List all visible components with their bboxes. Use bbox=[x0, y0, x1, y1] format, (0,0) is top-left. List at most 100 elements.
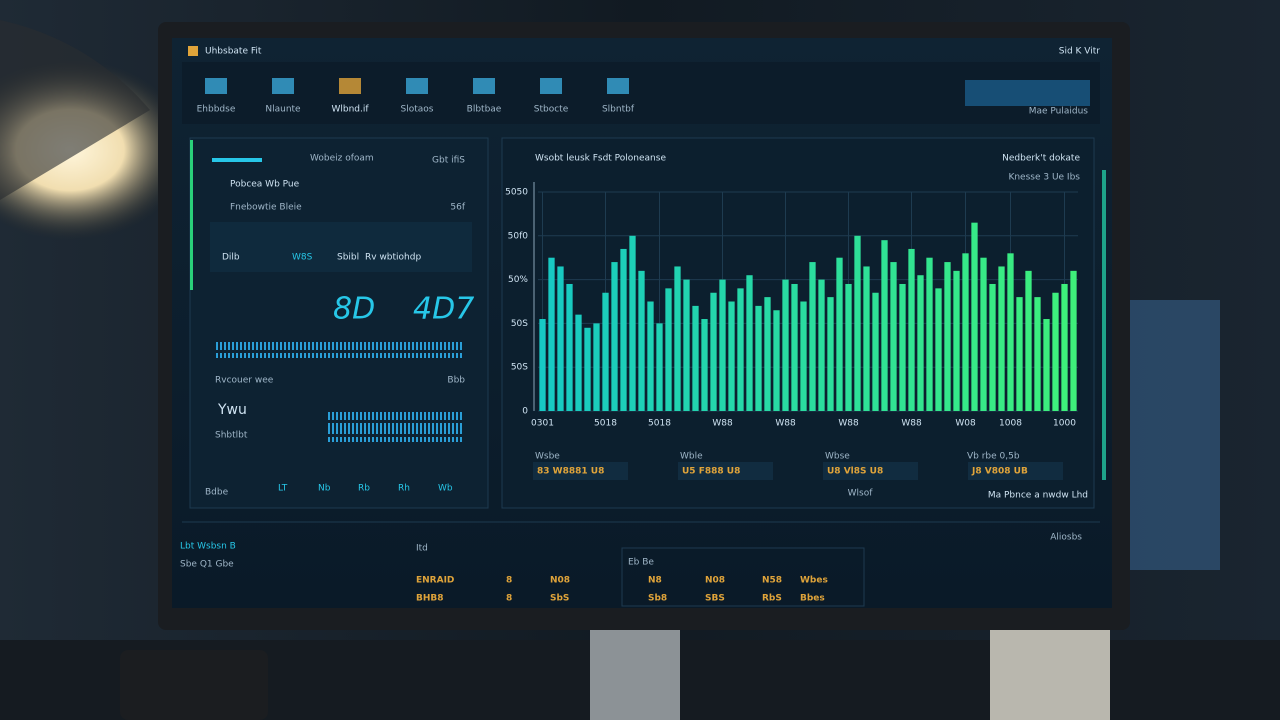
bar bbox=[701, 319, 708, 411]
bar bbox=[1016, 297, 1023, 411]
bar bbox=[602, 292, 609, 411]
bar bbox=[917, 275, 924, 411]
chip-box bbox=[210, 222, 472, 272]
bar bbox=[836, 257, 843, 411]
nav-icon bbox=[540, 78, 562, 94]
table-box bbox=[621, 547, 865, 607]
table-cell: SbS bbox=[550, 594, 569, 604]
background-window bbox=[1128, 300, 1220, 570]
nav-label: Stbocte bbox=[534, 105, 569, 115]
bar bbox=[1034, 297, 1041, 411]
chart-right-sub: Knesse 3 Ue Ibs bbox=[1008, 173, 1080, 183]
bar bbox=[800, 301, 807, 411]
nav-icon bbox=[607, 78, 629, 94]
chart-foot: Ma Pbnce a nwdw Lhd bbox=[988, 491, 1088, 501]
foot-left: Bdbe bbox=[205, 488, 229, 498]
chart-title: Wsobt leusk Fsdt Poloneanse bbox=[535, 154, 666, 164]
left-row-value: Gbt ifiS bbox=[432, 156, 465, 166]
bar bbox=[728, 301, 735, 411]
bar bbox=[863, 266, 870, 411]
x-tick-label: W08 bbox=[955, 419, 976, 429]
bar bbox=[647, 301, 654, 411]
foot-values: LT Nb Rb Rh Wb bbox=[278, 484, 453, 494]
status: Rv wbtiohdp bbox=[365, 253, 421, 263]
monitor-stand bbox=[590, 628, 680, 720]
bar bbox=[755, 305, 762, 411]
bar bbox=[746, 275, 753, 411]
y-tick-label: 50% bbox=[508, 275, 528, 285]
table-cell: RbS bbox=[762, 594, 782, 604]
bar bbox=[818, 279, 825, 411]
table-cell: N8 bbox=[648, 576, 662, 586]
stat-label: Vb rbe 0,5b bbox=[967, 452, 1020, 462]
stat-value: U8 Vl8S U8 bbox=[827, 467, 883, 477]
x-tick-label: 1000 bbox=[1053, 419, 1076, 429]
left-row: Pobcea Wb Pue bbox=[230, 180, 300, 190]
spark-value: Bbb bbox=[447, 376, 465, 386]
table-cell: 8 bbox=[506, 576, 512, 586]
bar bbox=[737, 288, 744, 411]
big-number: 8D bbox=[333, 292, 375, 327]
bar bbox=[854, 235, 861, 411]
bar bbox=[980, 257, 987, 411]
x-tick-label: 1008 bbox=[999, 419, 1022, 429]
bar bbox=[791, 283, 798, 411]
bar bbox=[1007, 253, 1014, 411]
nav-label: Wlbnd.if bbox=[331, 105, 369, 115]
bar bbox=[971, 222, 978, 411]
nav-label: Slotaos bbox=[401, 105, 434, 115]
bar bbox=[899, 283, 906, 411]
bar bbox=[773, 310, 780, 411]
bar bbox=[557, 266, 564, 411]
bar bbox=[935, 288, 942, 411]
mini-title: Ywu bbox=[217, 402, 247, 418]
bar bbox=[890, 262, 897, 411]
table-cell: BHB8 bbox=[416, 594, 444, 604]
header-right: Sid K Vitr bbox=[1059, 47, 1101, 57]
left-accent bbox=[190, 140, 193, 290]
cup bbox=[990, 630, 1110, 720]
bar bbox=[719, 279, 726, 411]
y-tick-label: 0 bbox=[522, 407, 528, 417]
table-cell: Sb8 bbox=[648, 594, 667, 604]
table-header: Eb Be bbox=[628, 558, 654, 568]
nav-icon bbox=[339, 78, 361, 94]
nav-label: Blbtbae bbox=[467, 105, 502, 115]
stat-label: Wbse bbox=[825, 452, 850, 462]
mini-wave bbox=[326, 412, 464, 442]
stats: Wsbe 83 W8881 U8 Wble U5 F888 U8 Wbse U8 Vl8S… bbox=[533, 452, 1063, 480]
sparkline bbox=[214, 342, 462, 358]
chip: Sbibl bbox=[337, 253, 359, 263]
left-progress bbox=[212, 158, 262, 162]
chip: Dilb bbox=[222, 253, 240, 263]
bar bbox=[629, 235, 636, 411]
chart-note: Wlsof bbox=[848, 489, 874, 499]
bar bbox=[827, 297, 834, 411]
bar bbox=[575, 314, 582, 411]
table: ENRAID 8 N08 N8 N08 N58 Wbes BHB8 8 SbS Sb8 SBS RbS B… bbox=[416, 576, 828, 604]
spark-label: Rvcouer wee bbox=[215, 376, 274, 386]
bar bbox=[638, 270, 645, 411]
left-row: Wobeiz ofoam bbox=[310, 154, 374, 164]
nav-bar bbox=[182, 62, 1100, 124]
bar bbox=[683, 279, 690, 411]
bar bbox=[539, 319, 546, 411]
foot-value: Rb bbox=[358, 484, 370, 494]
mini-sub: Shbtlbt bbox=[215, 431, 248, 441]
bar bbox=[611, 262, 618, 411]
y-tick-label: 50f0 bbox=[508, 231, 529, 241]
x-tick-label: W88 bbox=[838, 419, 859, 429]
chart: 0 50S 50S 50% 50f0 5050 0301 5018 5018 W88 W88 W88 W… bbox=[505, 182, 1078, 429]
table-cell: 8 bbox=[506, 594, 512, 604]
table-cell: SBS bbox=[705, 594, 725, 604]
x-tick-label: 5018 bbox=[648, 419, 671, 429]
bar bbox=[548, 257, 555, 411]
nav-label: Slbntbf bbox=[602, 105, 635, 115]
y-tick-label: 5050 bbox=[505, 188, 528, 198]
foot-value: Rh bbox=[398, 484, 410, 494]
stat-label: Wble bbox=[680, 452, 703, 462]
nav: Ehbbdse Nlaunte Wlbnd.if Slotaos Blbtbae Stbo… bbox=[197, 78, 635, 115]
bar bbox=[566, 283, 573, 411]
